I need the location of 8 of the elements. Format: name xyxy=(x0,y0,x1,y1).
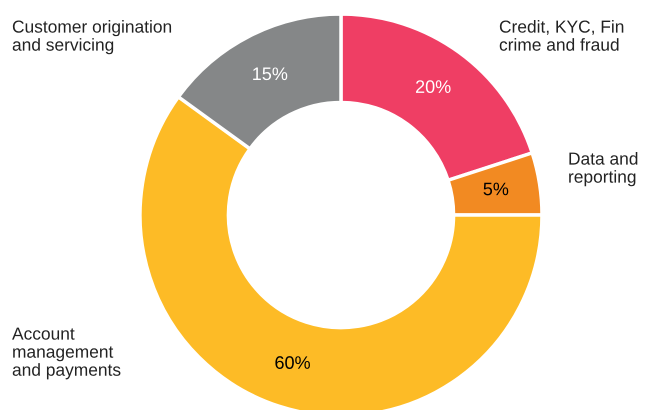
slice-label: Account management and payments xyxy=(12,328,120,380)
data-label: 60% xyxy=(275,356,310,369)
data-label: 20% xyxy=(416,80,451,94)
data-label: 5% xyxy=(484,182,508,196)
slice-label: Data and reporting xyxy=(569,152,638,186)
slice-label: Credit, KYC, Fin crime and fraud xyxy=(500,20,624,51)
data-label: 15% xyxy=(253,67,288,80)
slice-label: Customer origination and servicing xyxy=(12,20,172,54)
